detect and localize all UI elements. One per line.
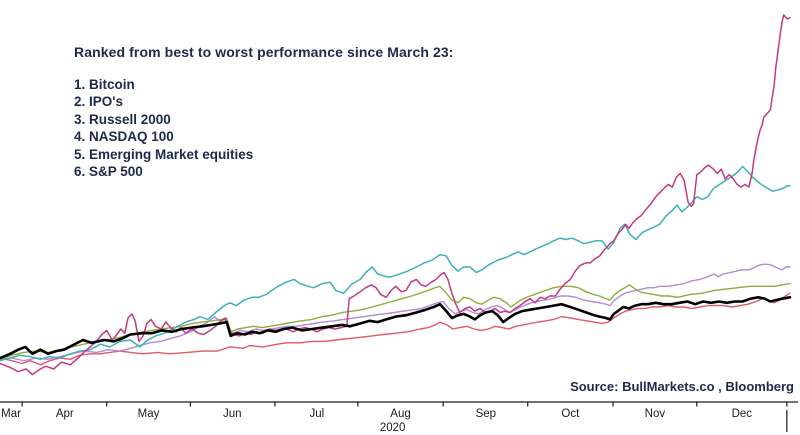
ranking-item-3: 3. Russell 2000: [74, 111, 171, 127]
series-line-emerging-markets: [0, 292, 791, 366]
x-axis-year-label: 2020: [380, 422, 406, 434]
series-line-russell-2000: [0, 263, 791, 362]
ranking-item-2: 2. IPO's: [74, 94, 123, 110]
annotation-block: Ranked from best to worst performance si…: [74, 44, 454, 180]
x-tick-label-sep: Sep: [476, 408, 496, 420]
series-line-sp-500: [0, 295, 792, 360]
x-tick-label-nov: Nov: [645, 408, 666, 420]
chart-title: Ranked from best to worst performance si…: [74, 44, 454, 60]
x-tick-label-jul: Jul: [309, 408, 324, 420]
x-tick-label-dec: Dec: [732, 408, 753, 420]
ranking-item-6: 6. S&P 500: [74, 164, 143, 180]
x-tick-label-mar: Mar: [1, 408, 21, 420]
x-tick-label-oct: Oct: [561, 408, 580, 420]
ranking-item-1: 1. Bitcoin: [74, 77, 135, 92]
x-tick-label-may: May: [138, 408, 160, 420]
x-tick-label-jun: Jun: [223, 408, 242, 420]
source-credit: Source: BullMarkets.co , Bloomberg: [570, 379, 794, 394]
ranking-item-4: 4. NASDAQ 100: [74, 129, 174, 145]
ranking-item-5: 5. Emerging Market equities: [74, 146, 254, 162]
x-tick-label-aug: Aug: [390, 408, 410, 420]
ranking-list: 1. Bitcoin 2. IPO's 3. Russell 2000 4. N…: [74, 76, 454, 180]
series-line-nasdaq-100: [0, 282, 791, 360]
x-tick-label-apr: Apr: [56, 408, 74, 420]
series-line-bitcoin: [0, 14, 791, 376]
